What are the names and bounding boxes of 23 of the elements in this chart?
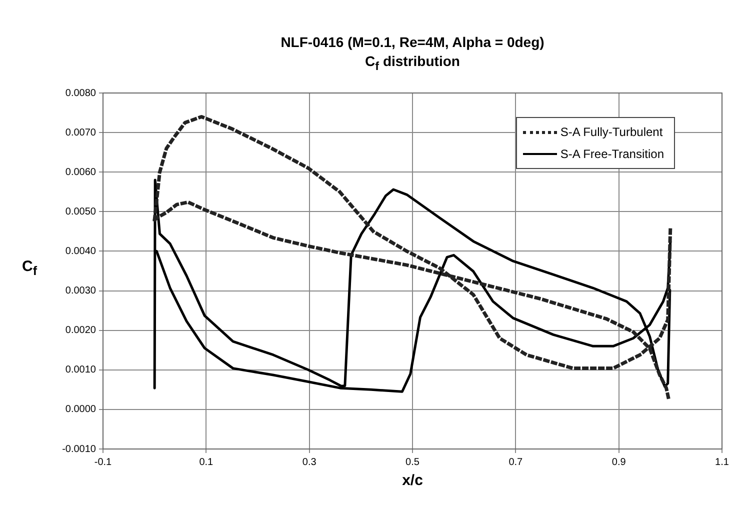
- y-tick-label: 0.0070: [65, 127, 96, 138]
- y-tick-label: 0.0030: [65, 286, 96, 297]
- x-tick-label: 1.1: [715, 456, 730, 468]
- y-tick-label: 0.0080: [65, 88, 96, 99]
- y-tick-label: 0.0000: [65, 404, 96, 416]
- chart-title: NLF-0416 (M=0.1, Re=4M, Alpha = 0deg): [280, 34, 546, 50]
- y-tick-label: -0.0010: [62, 444, 96, 455]
- y-tick-label: 0.0060: [65, 166, 96, 178]
- y-tick-label: 0.0010: [65, 364, 96, 376]
- x-tick-label: 0.1: [199, 456, 214, 468]
- y-tick-label: 0.0050: [65, 206, 96, 218]
- x-tick-label: -0.1: [94, 456, 112, 468]
- legend-label: S-A Fully-Turbulent: [560, 125, 663, 139]
- y-axis-title: C$_{f}$: [22, 258, 38, 278]
- y-tick-label: 0.0020: [65, 325, 96, 336]
- legend-label: S-A Free-Transition: [560, 147, 664, 161]
- x-tick-label: 0.3: [302, 456, 317, 468]
- x-axis-title: x/c: [402, 472, 423, 490]
- y-tick-label: 0.0040: [65, 246, 96, 257]
- x-tick-label: 0.9: [612, 456, 626, 468]
- chart-subtitle: C$_{f}$ distribution: [364, 53, 461, 73]
- x-tick-label: 0.7: [508, 456, 524, 468]
- x-tick-label: 0.5: [406, 456, 420, 468]
